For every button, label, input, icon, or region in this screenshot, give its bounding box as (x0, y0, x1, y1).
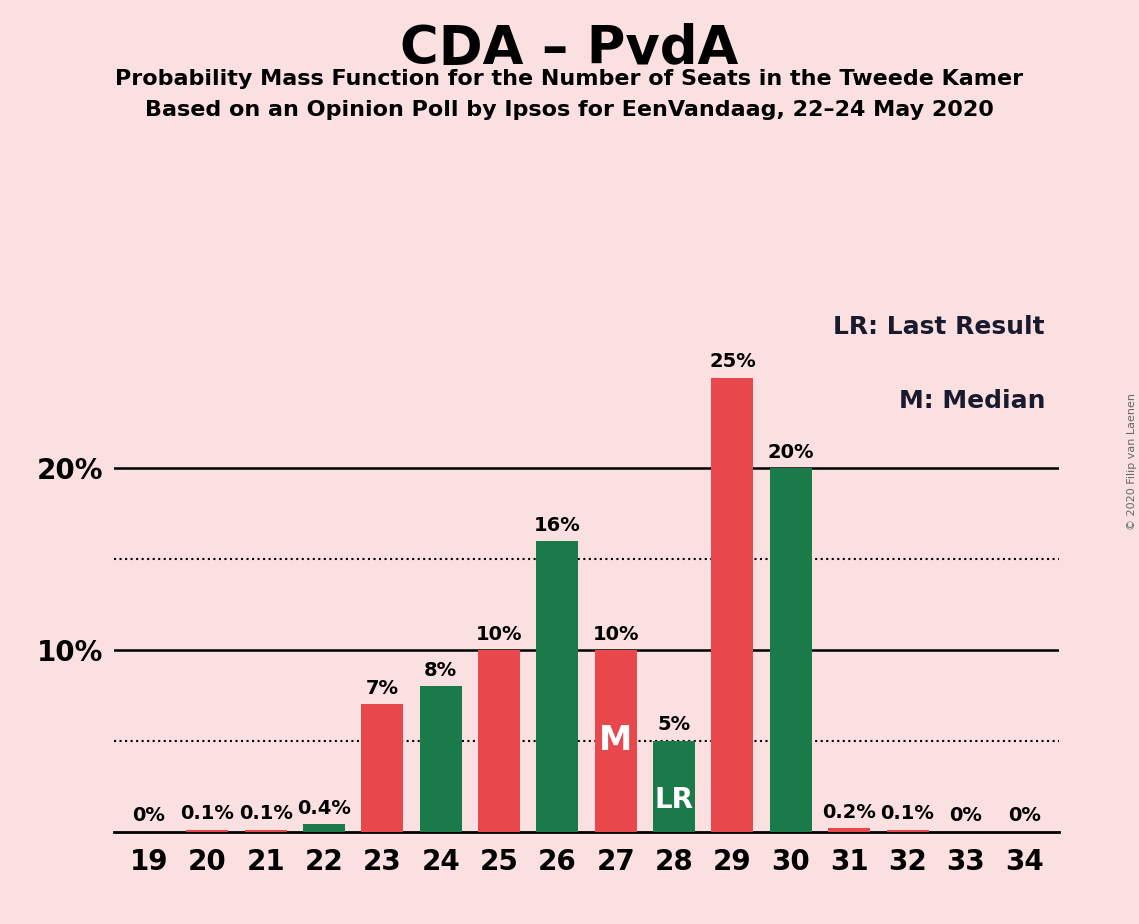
Text: 0.1%: 0.1% (239, 805, 293, 823)
Text: 10%: 10% (476, 625, 523, 644)
Text: 0.4%: 0.4% (297, 799, 351, 818)
Bar (303, 824, 345, 832)
Text: 7%: 7% (366, 679, 399, 699)
Bar (478, 650, 521, 832)
Text: 0.1%: 0.1% (880, 805, 934, 823)
Bar (886, 830, 928, 832)
Text: M: Median: M: Median (899, 389, 1046, 413)
Bar (419, 687, 461, 832)
Text: 8%: 8% (424, 661, 457, 680)
Text: 0.2%: 0.2% (822, 803, 876, 821)
Bar (245, 830, 287, 832)
Text: LR: LR (655, 785, 694, 814)
Bar (712, 378, 754, 832)
Bar (361, 704, 403, 832)
Bar (828, 828, 870, 832)
Text: 0%: 0% (1008, 807, 1041, 825)
Text: LR: Last Result: LR: Last Result (834, 315, 1046, 339)
Text: 0.1%: 0.1% (180, 805, 235, 823)
Text: 16%: 16% (534, 516, 581, 535)
Text: 25%: 25% (710, 352, 756, 371)
Text: Probability Mass Function for the Number of Seats in the Tweede Kamer: Probability Mass Function for the Number… (115, 69, 1024, 90)
Text: 0%: 0% (950, 807, 982, 825)
Text: M: M (599, 724, 632, 758)
Text: 10%: 10% (592, 625, 639, 644)
Text: CDA – PvdA: CDA – PvdA (400, 23, 739, 75)
Text: 0%: 0% (132, 807, 165, 825)
Bar (595, 650, 637, 832)
Text: 5%: 5% (657, 715, 690, 735)
Text: 20%: 20% (768, 443, 814, 462)
Bar (536, 541, 579, 832)
Bar (770, 468, 812, 832)
Bar (653, 741, 695, 832)
Bar (187, 830, 228, 832)
Text: Based on an Opinion Poll by Ipsos for EenVandaag, 22–24 May 2020: Based on an Opinion Poll by Ipsos for Ee… (145, 100, 994, 120)
Text: © 2020 Filip van Laenen: © 2020 Filip van Laenen (1126, 394, 1137, 530)
